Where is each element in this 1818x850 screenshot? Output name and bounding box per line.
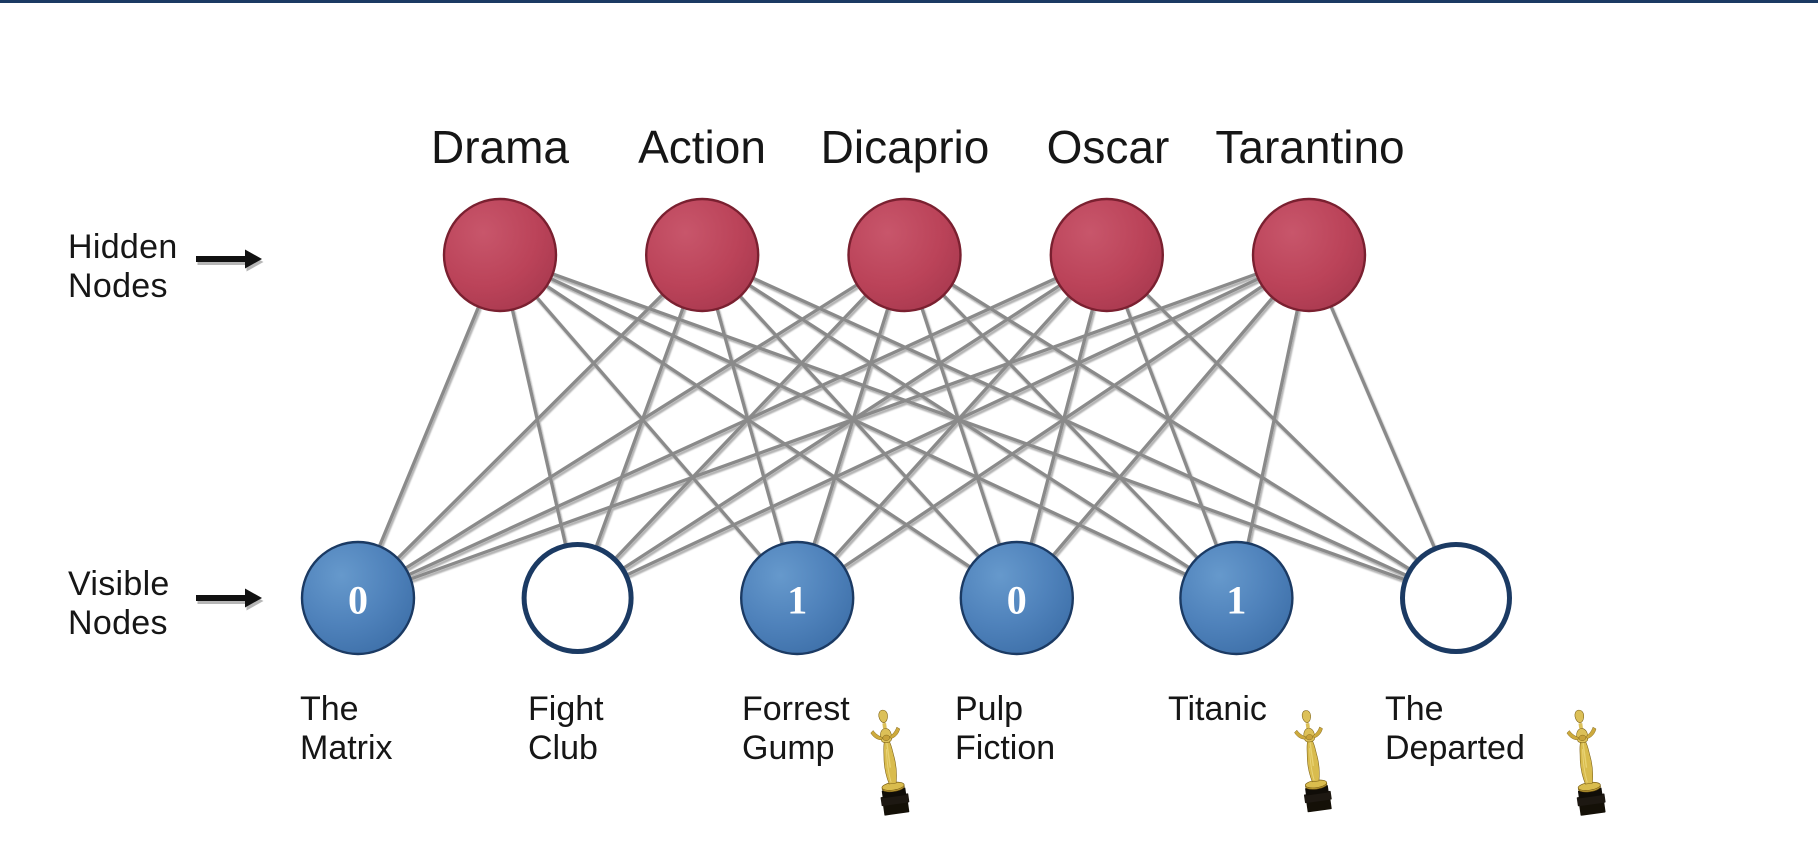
svg-text:1: 1: [787, 578, 807, 623]
svg-text:0: 0: [348, 578, 368, 623]
svg-text:1: 1: [1226, 578, 1246, 623]
svg-text:0: 0: [1007, 578, 1027, 623]
